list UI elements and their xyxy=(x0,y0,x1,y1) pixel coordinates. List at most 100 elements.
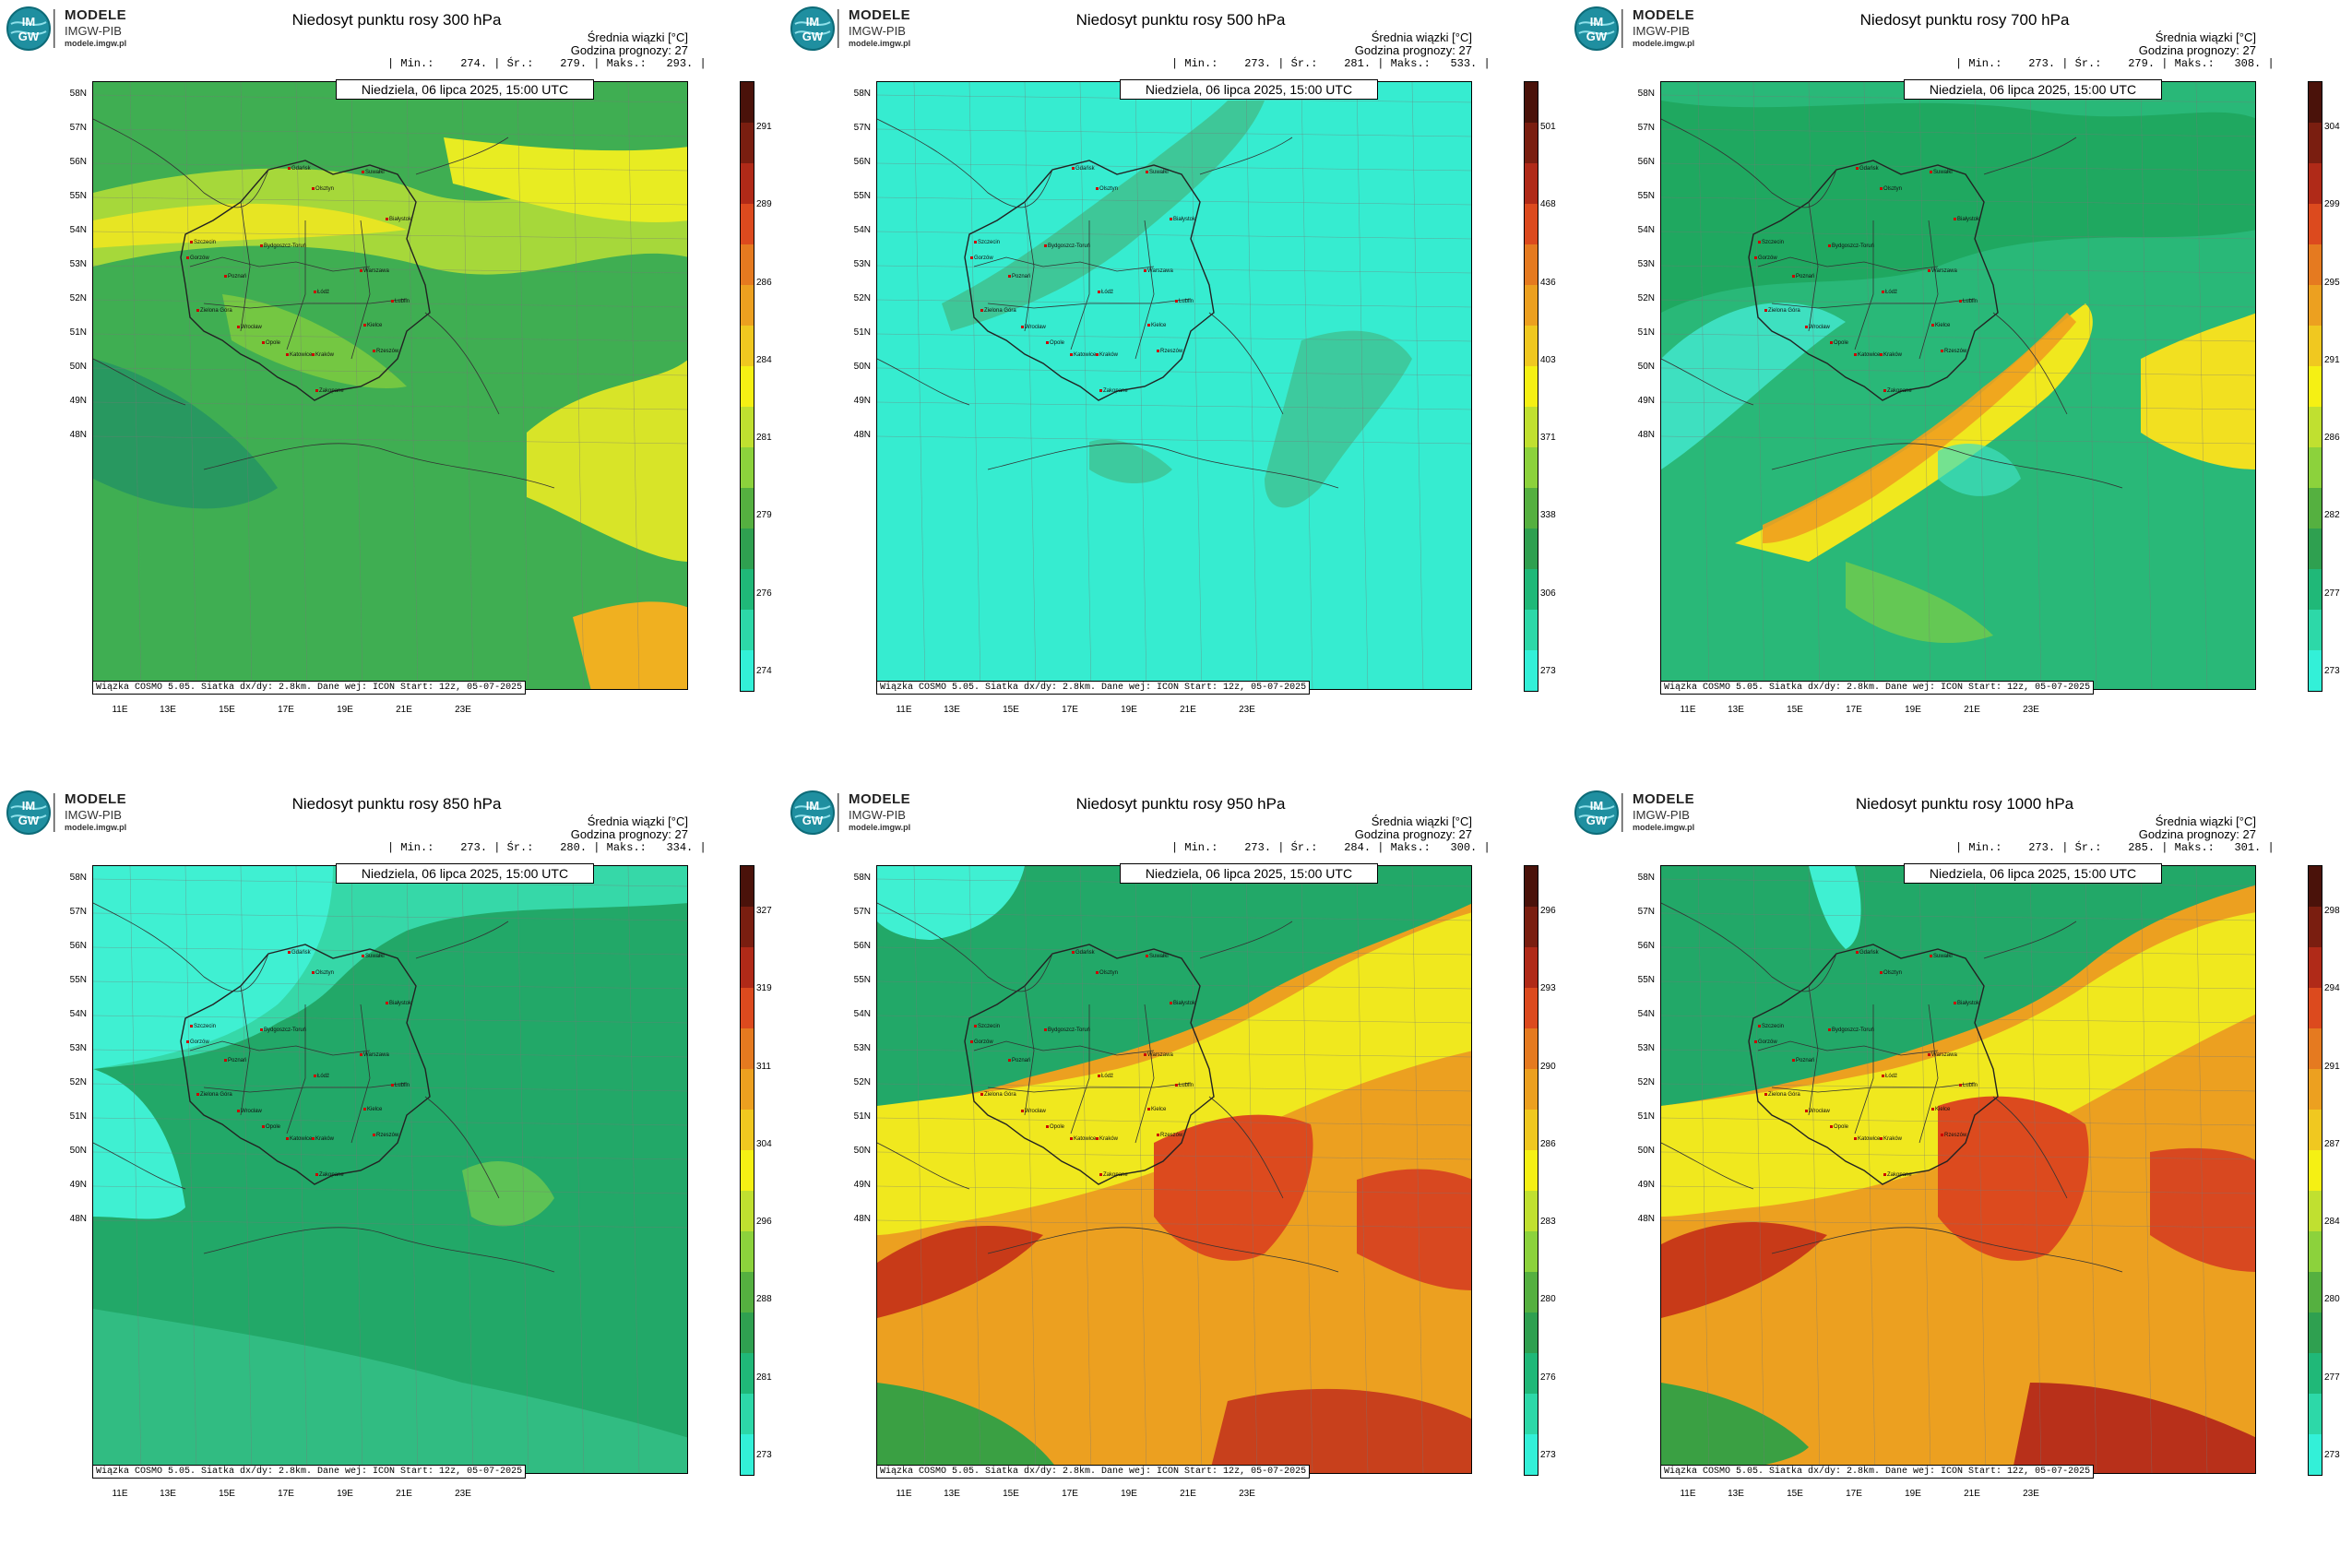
city-dot xyxy=(1954,1001,1956,1004)
colorbar-tick: 276 xyxy=(1540,1372,1556,1383)
colorbar-segment xyxy=(1525,947,1538,988)
city-dot xyxy=(1070,352,1073,356)
city-name: Zielona Góra xyxy=(1768,1092,1800,1098)
colorbar-tick: 273 xyxy=(1540,666,1556,676)
city-name: Lublin xyxy=(395,1083,410,1088)
city-label: Kielce xyxy=(363,323,382,328)
city-name: Suwałki xyxy=(365,170,385,175)
weather-map[interactable] xyxy=(1660,81,2256,690)
colorbar-segment xyxy=(741,1272,754,1313)
city-dot xyxy=(1856,950,1859,954)
stat-title: Średnia wiązki [°C] xyxy=(587,814,688,828)
longitude-label: 23E xyxy=(1239,705,1255,715)
city-dot xyxy=(1008,1058,1011,1062)
latitude-label: 48N xyxy=(1637,1214,1655,1224)
city-name: Rzeszów xyxy=(1944,1133,1967,1138)
city-name: Łódź xyxy=(317,290,330,295)
city-name: Zielona Góra xyxy=(984,1092,1016,1098)
weather-map[interactable] xyxy=(876,81,1472,690)
latitude-label: 55N xyxy=(1637,975,1655,985)
latitude-label: 52N xyxy=(853,1077,871,1087)
city-name: Kielce xyxy=(367,323,383,328)
city-dot xyxy=(1941,349,1943,352)
latitude-label: 56N xyxy=(69,941,87,951)
valid-date: Niedziela, 06 lipca 2025, 15:00 UTC xyxy=(336,79,594,100)
latitude-label: 55N xyxy=(69,191,87,201)
svg-text:GW: GW xyxy=(18,30,40,43)
city-label: Wrocław xyxy=(237,325,262,330)
longitude-label: 21E xyxy=(1180,1489,1196,1499)
latitude-label: 51N xyxy=(853,327,871,338)
city-label: Zakopane xyxy=(1883,388,1912,394)
colorbar-tick: 311 xyxy=(756,1061,771,1072)
colorbar-tick: 298 xyxy=(2324,906,2340,916)
latitude-label: 54N xyxy=(853,1009,871,1019)
city-dot xyxy=(1046,1124,1049,1128)
latitude-label: 50N xyxy=(69,362,87,372)
city-dot xyxy=(1883,1172,1886,1176)
city-dot xyxy=(1175,1083,1178,1087)
city-dot xyxy=(1928,268,1930,272)
city-label: Gorzów xyxy=(186,1039,209,1045)
city-label: Suwałki xyxy=(362,170,385,175)
weather-map[interactable] xyxy=(92,81,688,690)
city-dot xyxy=(1072,166,1075,170)
latitude-label: 54N xyxy=(1637,225,1655,235)
colorbar-segment xyxy=(2309,650,2322,691)
latitude-label: 56N xyxy=(69,157,87,167)
latitude-label: 58N xyxy=(69,873,87,883)
longitude-label: 15E xyxy=(1003,1489,1019,1499)
city-label: Wrocław xyxy=(1805,1109,1830,1114)
city-dot xyxy=(1931,323,1934,327)
city-dot xyxy=(970,255,973,259)
city-dot xyxy=(1147,323,1150,327)
colorbar-segment xyxy=(2309,163,2322,204)
stat-values: | Min.: 273. | Śr.: 279. | Maks.: 308. | xyxy=(1955,57,2275,70)
colorbar-segment xyxy=(2309,1069,2322,1110)
colorbar-segment xyxy=(741,326,754,366)
latitude-label: 56N xyxy=(853,157,871,167)
city-name: Kraków xyxy=(1883,352,1903,358)
city-name: Zakopane xyxy=(1103,388,1128,394)
city-name: Katowice xyxy=(1074,1136,1097,1142)
colorbar-tick: 284 xyxy=(756,354,772,365)
city-dot xyxy=(190,1024,193,1028)
city-dot xyxy=(1096,970,1099,974)
weather-map[interactable] xyxy=(92,865,688,1474)
city-label: Szczecin xyxy=(1758,240,1784,245)
city-dot xyxy=(224,274,227,278)
latitude-label: 54N xyxy=(853,225,871,235)
weather-map[interactable] xyxy=(1660,865,2256,1474)
city-dot xyxy=(288,166,291,170)
logo-brand: MODELE xyxy=(1633,7,1695,23)
colorbar-tick: 288 xyxy=(756,1294,772,1305)
city-label: Lublin xyxy=(1959,299,1978,304)
imgw-logo: IM GW MODELE IMGW-PIB modele.imgw.pl xyxy=(6,790,153,836)
city-name: Białystok xyxy=(389,1001,412,1006)
colorbar-segment xyxy=(741,1231,754,1272)
city-name: Warszawa xyxy=(363,1052,389,1058)
colorbar-tick: 276 xyxy=(756,588,772,599)
map-panel: IM GW MODELE IMGW-PIB modele.imgw.pl Nie… xyxy=(0,784,784,1568)
city-dot xyxy=(391,1083,394,1087)
colorbar-segment xyxy=(741,529,754,569)
city-label: Łódź xyxy=(1882,1074,1897,1079)
city-dot xyxy=(1805,325,1808,328)
city-dot xyxy=(1805,1109,1808,1112)
colorbar-segment xyxy=(2309,1434,2322,1475)
forecast-hour: Godzina prognozy: 27 xyxy=(1354,827,1472,841)
longitude-label: 21E xyxy=(396,1489,412,1499)
city-dot xyxy=(1930,954,1932,957)
colorbar-tick: 295 xyxy=(2324,277,2340,288)
city-name: Olsztyn xyxy=(1099,186,1119,192)
longitude-label: 19E xyxy=(1905,705,1921,715)
colorbar-segment xyxy=(1525,1150,1538,1191)
city-name: Szczecin xyxy=(1762,240,1785,245)
weather-map[interactable] xyxy=(876,865,1472,1474)
city-name: Szczecin xyxy=(1762,1024,1785,1029)
city-name: Zakopane xyxy=(1887,388,1912,394)
colorbar-segment xyxy=(2309,610,2322,650)
city-label: Gorzów xyxy=(970,1039,993,1045)
city-name: Gdańsk xyxy=(291,950,311,956)
colorbar-segment xyxy=(741,407,754,447)
